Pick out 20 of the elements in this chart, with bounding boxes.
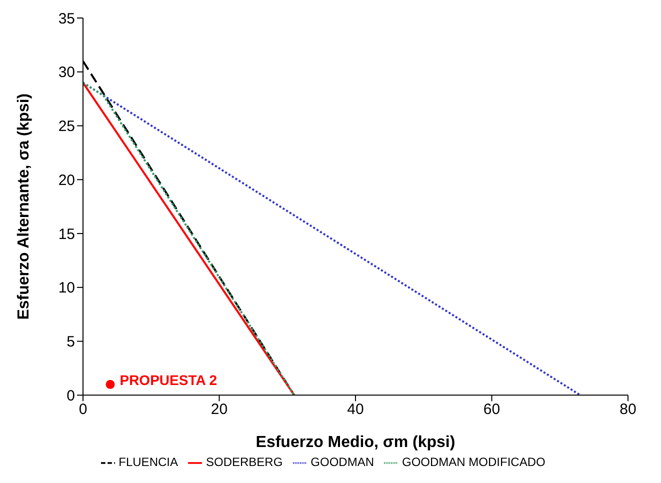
y-tick-label: 0 — [66, 387, 75, 404]
series-label: PROPUESTA 2 — [120, 372, 218, 388]
y-tick-label: 30 — [58, 64, 75, 82]
x-tick-label: 80 — [620, 400, 636, 418]
legend-label: GOODMAN MODIFICADO — [402, 455, 546, 470]
x-tick-label: 60 — [483, 400, 500, 418]
y-axis-title: Esfuerzo Alternante, σa (kpsi) — [16, 93, 33, 320]
y-tick-label: 10 — [58, 280, 75, 297]
y-tick-label: 5 — [66, 334, 75, 351]
y-tick-label: 15 — [58, 226, 75, 243]
x-tick-label: 40 — [347, 400, 364, 418]
y-tick-label: 25 — [58, 118, 75, 136]
legend-label: GOODMAN — [310, 455, 374, 470]
legend-label: FLUENCIA — [118, 455, 178, 470]
y-tick-label: 20 — [58, 172, 75, 189]
x-tick-label: 0 — [78, 400, 88, 418]
legend-label: SODERBERG — [206, 455, 283, 470]
x-tick-label: 20 — [210, 400, 228, 418]
x-axis-title: Esfuerzo Medio, σm (kpsi) — [256, 434, 456, 452]
y-tick-label: 35 — [58, 10, 75, 28]
